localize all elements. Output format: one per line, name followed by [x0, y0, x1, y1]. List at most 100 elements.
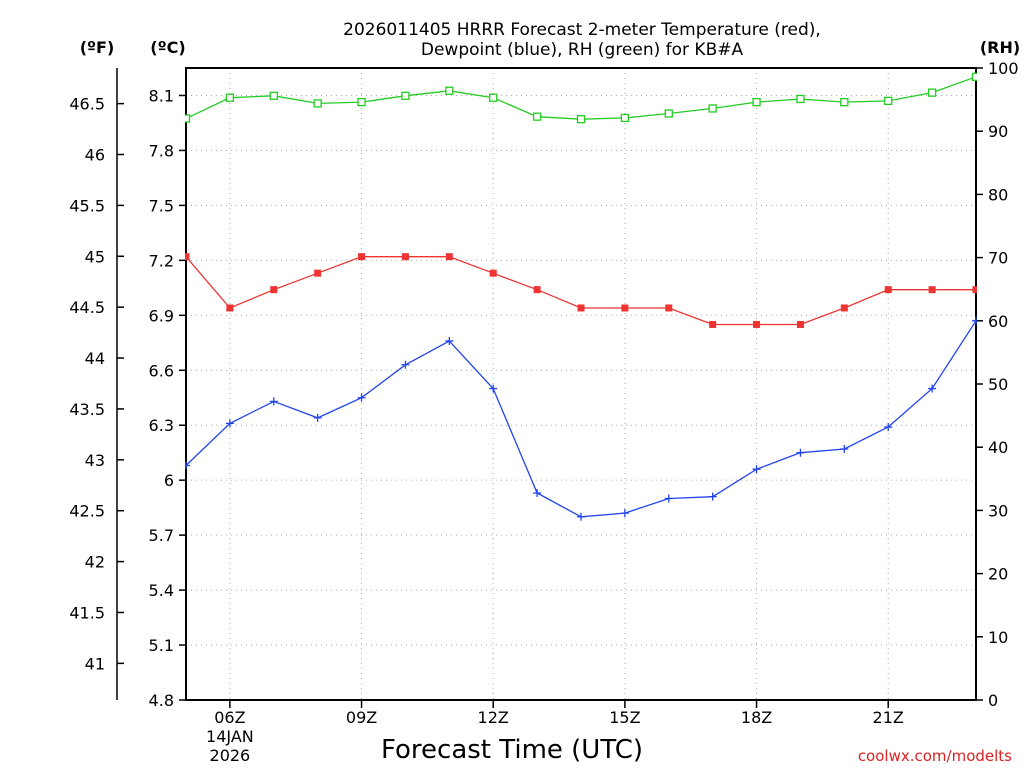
- dewpoint-point: [401, 360, 410, 369]
- temperature-point: [577, 304, 585, 312]
- dewpoint-point: [577, 512, 585, 521]
- temperature-point: [185, 253, 190, 261]
- rh-point: [796, 94, 805, 104]
- dewpoint-point: [840, 445, 849, 454]
- series-line: [185, 76, 977, 120]
- celsius-tick-label: 6.3: [149, 416, 174, 435]
- temperature-point: [928, 286, 936, 294]
- rh-point: [576, 115, 586, 124]
- fahrenheit-tick-label: 45: [85, 247, 105, 266]
- rh-point: [532, 112, 542, 121]
- temperature-point: [840, 304, 848, 312]
- fahrenheit-tick-label: 42: [85, 553, 105, 572]
- dewpoint-point: [357, 393, 366, 402]
- series-dewpoint: [185, 316, 977, 521]
- celsius-tick-label: 7.2: [149, 251, 174, 270]
- series-rh: [185, 72, 977, 124]
- temperature-point: [489, 269, 497, 277]
- temperature-point: [314, 269, 322, 277]
- x-tick-label: 06Z: [214, 708, 245, 727]
- fahrenheit-tick-label: 45.5: [69, 196, 105, 215]
- dewpoint-point: [533, 488, 542, 497]
- celsius-tick-label: 5.1: [149, 636, 174, 655]
- temperature-point: [358, 253, 366, 261]
- rh-point: [752, 97, 761, 107]
- fahrenheit-tick-label: 44: [85, 349, 105, 368]
- fahrenheit-unit-label: (ºF): [80, 38, 115, 57]
- rh-tick-label: 0: [988, 691, 998, 710]
- x-tick-label: 09Z: [346, 708, 377, 727]
- celsius-tick-label: 8.1: [149, 86, 174, 105]
- dewpoint-point: [269, 397, 278, 406]
- x-tick-label: 12Z: [478, 708, 509, 727]
- rh-tick-label: 100: [988, 59, 1019, 78]
- rh-point: [269, 91, 278, 100]
- fahrenheit-tick-label: 41: [85, 654, 105, 673]
- celsius-tick-label: 5.4: [149, 581, 174, 600]
- dewpoint-point: [752, 465, 761, 474]
- chart-title-line-1: 2026011405 HRRR Forecast 2-meter Tempera…: [343, 20, 821, 40]
- series-2-meter-temperature: [185, 253, 977, 328]
- temperature-point: [753, 320, 761, 328]
- fahrenheit-tick-label: 43.5: [69, 400, 105, 419]
- dewpoint-point: [708, 492, 717, 501]
- temperature-point: [226, 304, 234, 312]
- rh-tick-label: 30: [988, 501, 1008, 520]
- dewpoint-point: [928, 384, 937, 393]
- rh-tick-label: 50: [988, 375, 1008, 394]
- x-tick-label: 15Z: [609, 708, 640, 727]
- chart-title-line-2: Dewpoint (blue), RH (green) for KB#A: [421, 40, 744, 60]
- x-tick-label: 18Z: [741, 708, 772, 727]
- rh-tick-label: 90: [988, 122, 1008, 141]
- dewpoint-point: [225, 419, 234, 428]
- rh-point: [664, 109, 673, 118]
- rh-tick-label: 80: [988, 185, 1008, 204]
- temperature-point: [884, 286, 892, 294]
- celsius-tick-label: 6.9: [149, 306, 174, 325]
- celsius-tick-label: 6.6: [149, 361, 174, 380]
- temperature-point: [445, 253, 453, 261]
- plot-frame: [185, 67, 977, 701]
- rh-point: [927, 88, 937, 97]
- x-axis-label: Forecast Time (UTC): [381, 735, 643, 765]
- dewpoint-point: [313, 413, 322, 422]
- rh-tick-label: 40: [988, 438, 1008, 457]
- rh-point: [840, 97, 849, 107]
- rh-point: [225, 93, 235, 102]
- celsius-tick-label: 6: [164, 471, 174, 490]
- dewpoint-point: [620, 509, 629, 518]
- x-tick-year-label: 2026: [210, 746, 251, 765]
- rh-point: [708, 104, 717, 113]
- rh-unit-label: (RH): [980, 38, 1020, 57]
- dewpoint-point: [185, 461, 190, 470]
- dewpoint-point: [664, 494, 673, 503]
- temperature-point: [709, 320, 717, 328]
- rh-point: [185, 114, 191, 123]
- series-line: [185, 320, 977, 518]
- temperature-point: [972, 286, 977, 294]
- celsius-tick-label: 4.8: [149, 691, 174, 710]
- rh-tick-label: 70: [988, 249, 1008, 268]
- rh-point: [620, 113, 630, 123]
- dewpoint-point: [489, 384, 498, 393]
- celsius-unit-label: (ºC): [150, 38, 185, 57]
- rh-tick-label: 20: [988, 565, 1008, 584]
- celsius-tick-label: 7.8: [149, 141, 174, 160]
- fahrenheit-tick-label: 43: [85, 451, 105, 470]
- fahrenheit-tick-label: 42.5: [69, 502, 105, 521]
- celsius-tick-label: 7.5: [149, 196, 174, 215]
- temperature-point: [533, 286, 541, 294]
- rh-point: [971, 72, 977, 81]
- x-tick-label: 21Z: [873, 708, 904, 727]
- celsius-tick-label: 5.7: [149, 526, 174, 545]
- rh-tick-label: 60: [988, 312, 1008, 331]
- rh-point: [401, 91, 410, 100]
- fahrenheit-tick-label: 41.5: [69, 603, 105, 622]
- temperature-point: [621, 304, 629, 312]
- dewpoint-point: [884, 423, 893, 432]
- dewpoint-point: [972, 316, 977, 325]
- rh-point: [445, 86, 454, 95]
- temperature-point: [401, 253, 409, 261]
- axes: 4.8 5.1 5.4 5.7 6 6.3 6.6 6.9 7.2 7.5 7.8 8.1 41 41.5…: [69, 59, 1018, 765]
